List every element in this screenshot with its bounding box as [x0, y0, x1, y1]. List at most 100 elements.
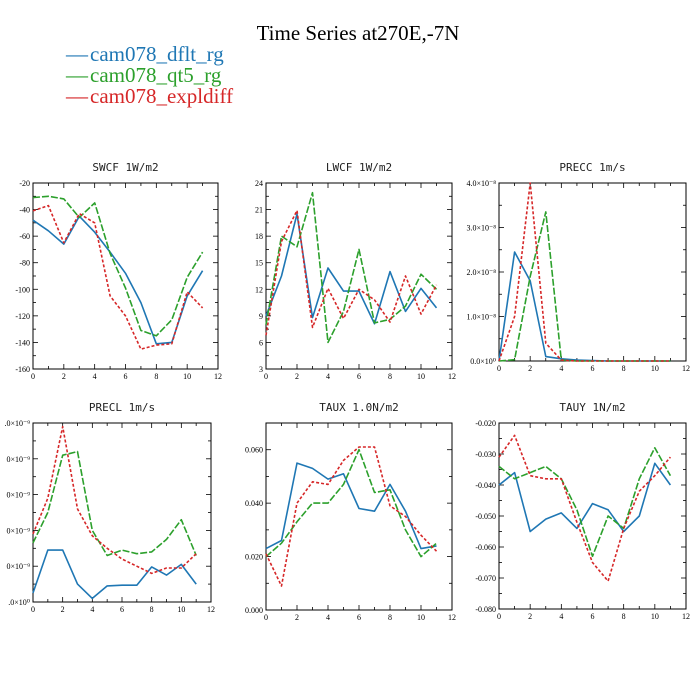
y-tick-label: 9: [259, 312, 263, 321]
y-tick-label: 3: [259, 365, 263, 374]
series-line-cam078_expldiff: [265, 209, 438, 336]
y-tick-label: -0.060: [475, 543, 496, 552]
x-tick-label: 8: [154, 372, 158, 381]
legend-label: cam078_qt5_rg: [90, 63, 222, 87]
y-tick-label: -120: [15, 312, 30, 321]
y-tick-label: -60: [19, 232, 30, 241]
x-tick-label: 12: [214, 372, 222, 381]
plot-frame: [32, 422, 212, 603]
y-tick-label: 0.040: [245, 499, 263, 508]
x-tick-label: 6: [591, 612, 595, 621]
series-line-cam078_expldiff: [265, 446, 438, 587]
x-tick-label: 0: [31, 605, 35, 614]
x-tick-label: 4: [90, 605, 94, 614]
x-tick-label: 12: [448, 613, 456, 622]
legend-label: cam078_dflt_rg: [90, 42, 224, 66]
subplot: SWCF 1W/m2 0 2 4 6 8 10 12 -160 -140 -120 -100 -80 -6…: [15, 161, 222, 381]
legend-swatch: —: [65, 83, 89, 108]
legend-entry: — cam078_qt5_rg: [65, 62, 222, 87]
series-line-cam078_qt5_rg: [498, 446, 672, 558]
x-tick-label: 12: [682, 364, 690, 373]
y-tick-label: 2.0×10⁻⁸: [466, 268, 496, 277]
series-line-cam078_expldiff: [498, 434, 672, 582]
series-line-cam078_qt5_rg: [265, 448, 438, 558]
y-tick-label: 3.0×10⁻⁸: [466, 224, 496, 233]
subplot: TAUX 1.0N/m2 0 2 4 6 8 10 12 0.000 0.020 0.040 0.06…: [245, 401, 456, 622]
x-tick-label: 4: [326, 372, 330, 381]
subplot-title: PRECL 1m/s: [89, 401, 155, 414]
subplot-grid: SWCF 1W/m20 2 4 6 8 10 12-160-140-120-100-80-6…: [4, 161, 690, 622]
y-tick-label: 0.000: [245, 606, 263, 615]
x-tick-label: 10: [417, 613, 425, 622]
plot-frame: [498, 182, 687, 362]
y-tick-label: 0×10⁻⁹: [6, 491, 30, 500]
series-line-cam078_dflt_rg: [32, 549, 197, 600]
x-tick-label: 2: [295, 372, 299, 381]
y-tick-label: 1.0×10⁻⁸: [466, 313, 496, 322]
x-tick-label: 0: [264, 372, 268, 381]
x-tick-label: 10: [651, 612, 659, 621]
legend-entry: — cam078_dflt_rg: [65, 41, 224, 66]
subplot-title: SWCF 1W/m2: [92, 161, 158, 174]
y-tick-label: -80: [19, 259, 30, 268]
y-tick-label: 18: [255, 232, 263, 241]
y-tick-label: -160: [15, 365, 30, 374]
x-tick-label: 4: [559, 612, 563, 621]
y-tick-label: 21: [255, 206, 263, 215]
x-tick-label: 0: [264, 613, 268, 622]
series-line-cam078_qt5_rg: [32, 195, 204, 337]
y-tick-label: -0.030: [475, 450, 496, 459]
legend-swatch: —: [65, 62, 89, 87]
y-tick-label: 0.060: [245, 446, 263, 455]
y-tick-label: 0.020: [245, 553, 263, 562]
plot-frame: [265, 182, 453, 370]
x-tick-label: 10: [183, 372, 191, 381]
y-tick-label: 4.0×10⁻⁸: [466, 179, 496, 188]
y-tick-label: 0×10⁻⁹: [6, 526, 30, 535]
subplot: TAUY 1N/m2 0 2 4 6 8 10 12 -0.080 -0.070 -0.060 -0.…: [475, 401, 690, 621]
y-tick-label: 15: [255, 259, 263, 268]
x-tick-label: 12: [207, 605, 215, 614]
y-tick-label: -0.040: [475, 481, 496, 490]
y-tick-label: -0.020: [475, 419, 496, 428]
y-tick-label: 6: [259, 338, 263, 347]
x-tick-label: 10: [417, 372, 425, 381]
subplot: PRECC 1m/s 0 2 4 6 8 10 12 0.0×10⁰ 1.0×10⁻⁸ 2.0×10…: [466, 161, 690, 373]
y-tick-label: 24: [255, 179, 263, 188]
x-tick-label: 6: [591, 364, 595, 373]
subplot-title: TAUY 1N/m2: [559, 401, 625, 414]
x-tick-label: 6: [357, 372, 361, 381]
series-line-cam078_dflt_rg: [265, 462, 437, 550]
series-line-cam078_dflt_rg: [498, 462, 672, 533]
x-tick-label: 8: [622, 364, 626, 373]
x-tick-label: 8: [622, 612, 626, 621]
x-tick-label: 2: [61, 605, 65, 614]
legend-label: cam078_expldiff: [90, 84, 233, 108]
y-tick-label: -0.070: [475, 574, 496, 583]
subplot: PRECL 1m/s 0 2 4 6 8 10 12 .0×10⁰ 0×10⁻⁹ 0×10⁻⁹ 0×1…: [4, 401, 215, 614]
x-tick-label: 6: [120, 605, 124, 614]
plot-frame: [498, 422, 687, 610]
series-line-cam078_dflt_rg: [265, 213, 438, 325]
series-line-cam078_qt5_rg: [32, 450, 197, 557]
y-tick-label: 12: [255, 285, 263, 294]
x-tick-label: 8: [388, 372, 392, 381]
series-line-cam078_expldiff: [498, 182, 671, 362]
legend-entry: — cam078_expldiff: [65, 83, 233, 108]
series-line-cam078_expldiff: [32, 425, 197, 575]
y-tick-label: .0×10⁰: [8, 598, 30, 607]
legend-swatch: —: [65, 41, 89, 66]
y-tick-label: -100: [15, 285, 30, 294]
x-tick-label: 8: [150, 605, 154, 614]
figure-title: Time Series at270E,-7N: [257, 21, 460, 45]
legend: — cam078_dflt_rg — cam078_qt5_rg — cam07…: [65, 41, 233, 108]
x-tick-label: 4: [559, 364, 563, 373]
x-tick-label: 2: [295, 613, 299, 622]
y-tick-label: 0.0×10⁰: [470, 357, 496, 366]
subplot-title: TAUX 1.0N/m2: [319, 401, 398, 414]
x-tick-label: 12: [448, 372, 456, 381]
plot-frame: [32, 182, 219, 370]
y-tick-label: -40: [19, 206, 30, 215]
